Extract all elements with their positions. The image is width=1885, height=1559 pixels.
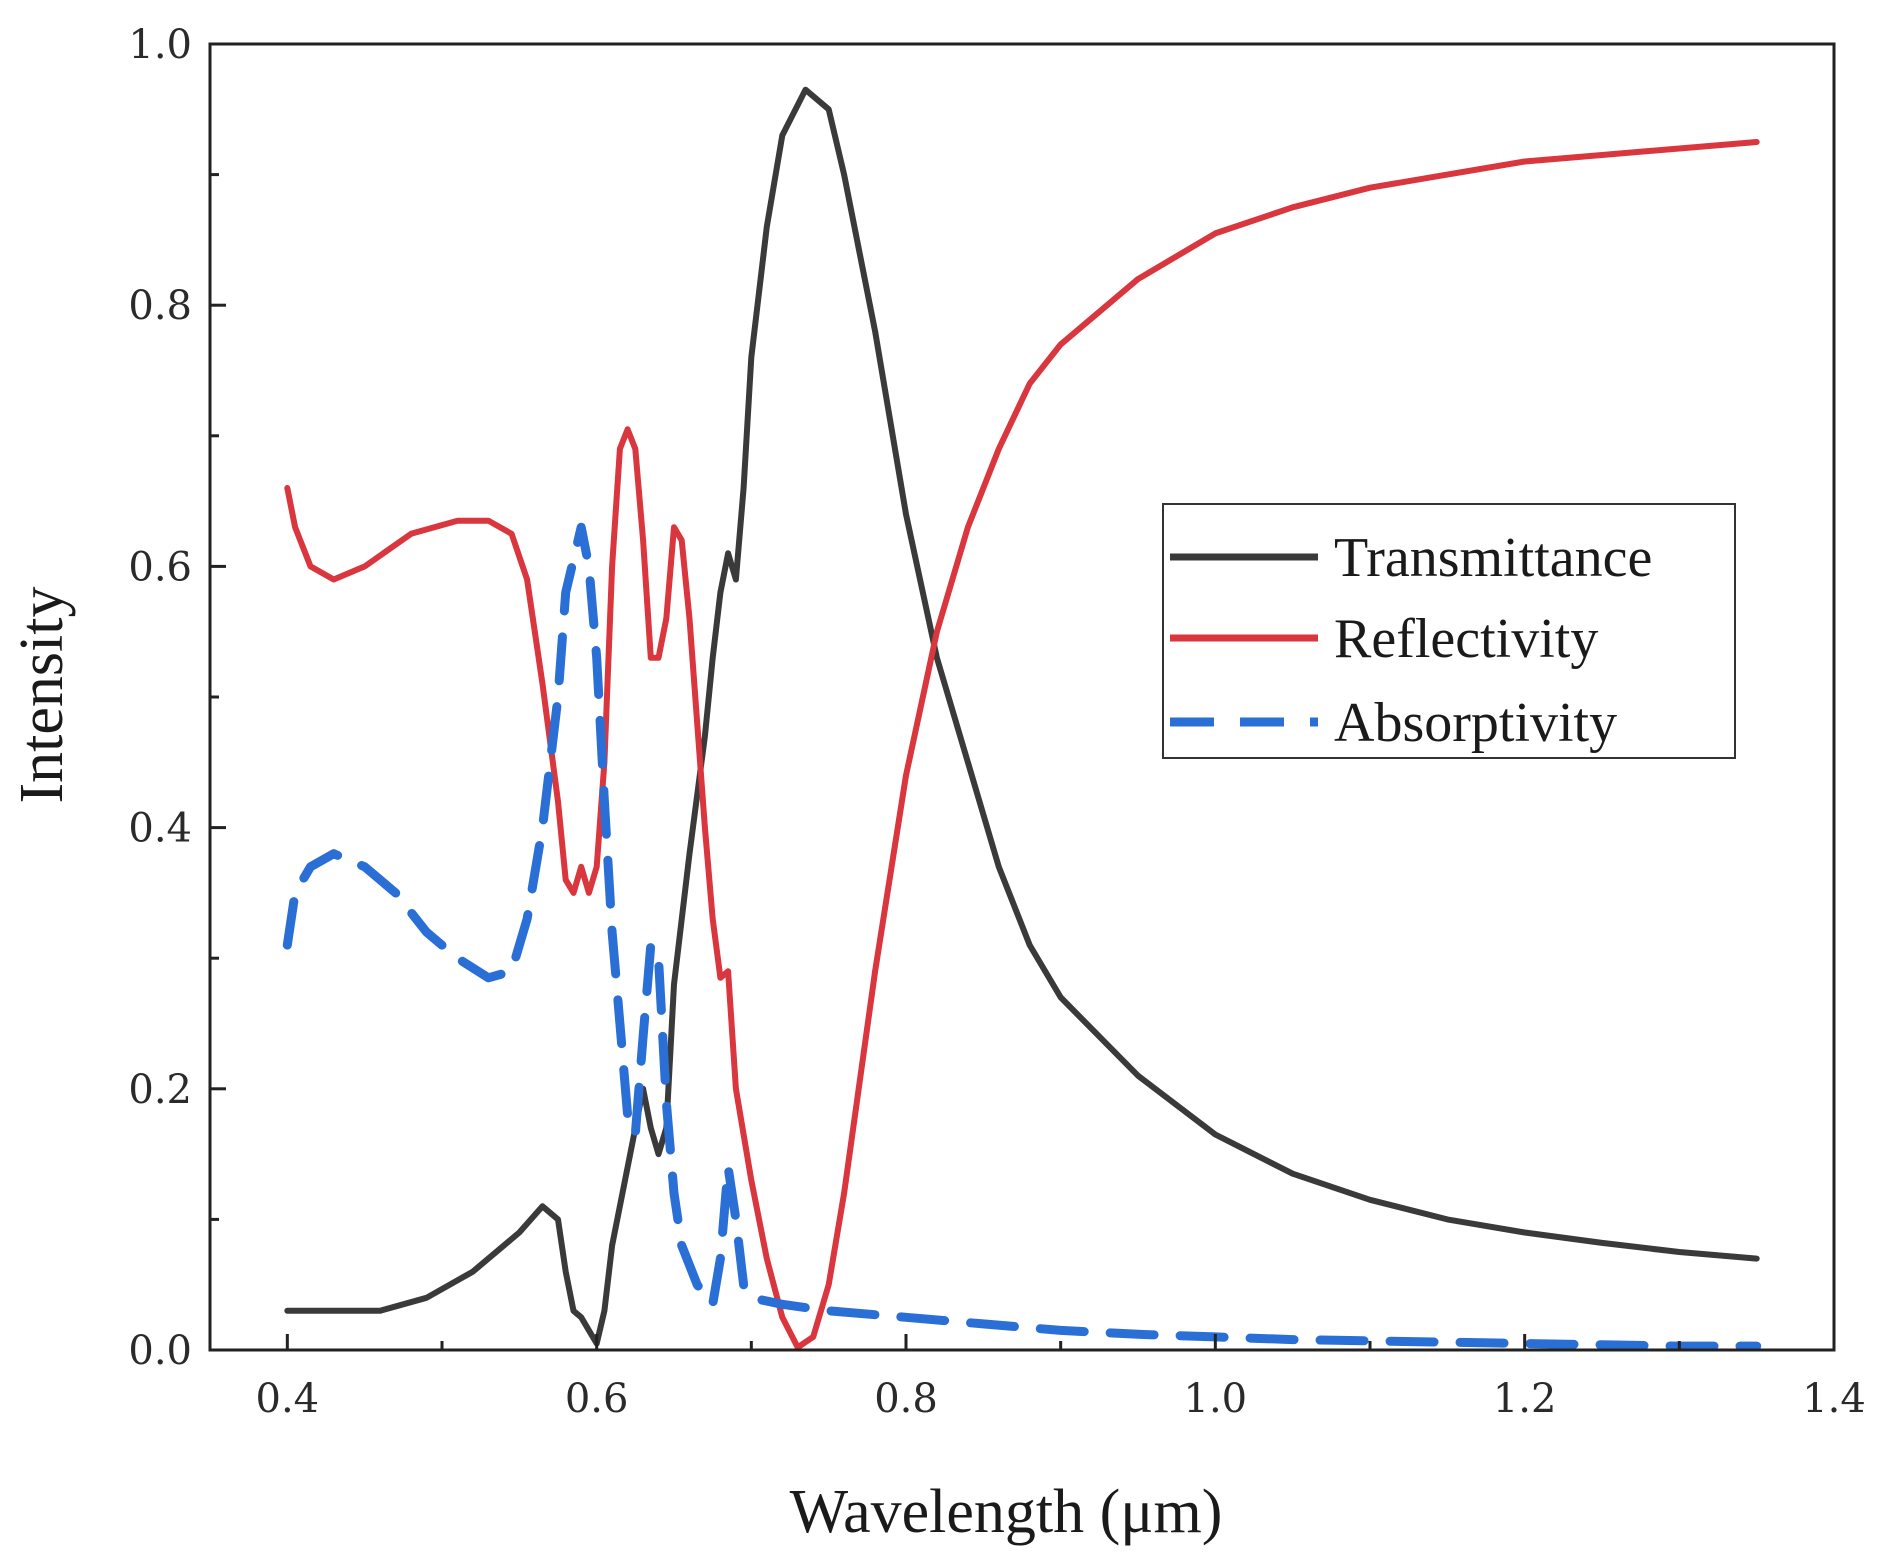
x-tick-label: 0.6 [565, 1376, 629, 1422]
x-tick-label: 0.8 [874, 1376, 938, 1422]
y-tick-label: 0.2 [128, 1067, 192, 1113]
y-tick-label: 0.4 [128, 806, 192, 852]
y-tick-label: 0.6 [128, 544, 192, 590]
x-tick-label: 1.4 [1802, 1376, 1866, 1422]
series-line-reflectivity [284, 139, 1760, 1351]
legend: Transmittance Reflectivity Absorptivity [1162, 503, 1736, 759]
series-layer [282, 86, 1762, 1351]
y-tick-label: 0.0 [128, 1328, 192, 1374]
legend-label-reflectivity: Reflectivity [1334, 608, 1598, 670]
y-tick-label: 0.8 [128, 283, 192, 329]
y-axis-title: Intensity [8, 587, 76, 804]
series-line-absorptivity [282, 522, 1762, 1351]
x-axis-title: Wavelength (μm) [790, 1478, 1223, 1546]
ticks-layer: 0.4 0.6 0.8 1.0 1.2 1.4 0.0 0.2 0.4 0.6 0.8 1.0 [128, 22, 1865, 1422]
x-tick-label: 1.0 [1184, 1376, 1248, 1422]
series-line-transmittance [284, 86, 1760, 1347]
x-tick-label: 0.4 [256, 1376, 320, 1422]
legend-label-absorptivity: Absorptivity [1334, 692, 1617, 754]
legend-box [1162, 503, 1736, 759]
y-tick-label: 1.0 [128, 22, 192, 68]
x-tick-label: 1.2 [1493, 1376, 1557, 1422]
legend-items: Transmittance Reflectivity Absorptivity [1170, 527, 1652, 754]
legend-label-transmittance: Transmittance [1334, 527, 1652, 589]
